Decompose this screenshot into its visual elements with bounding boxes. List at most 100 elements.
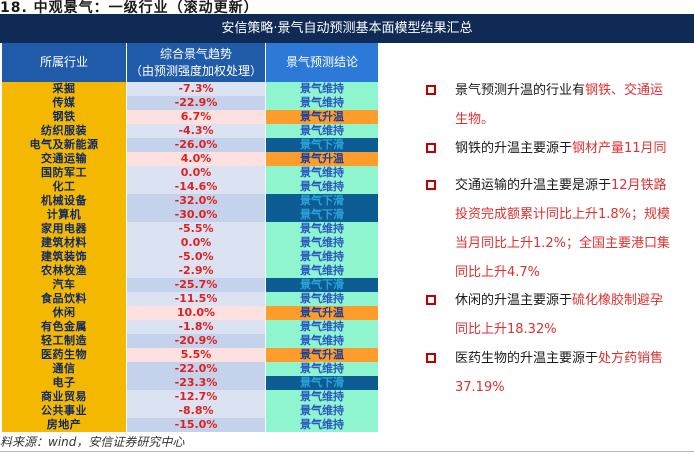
- header-industry-label: 所属行业: [39, 55, 88, 69]
- industry-cell: 计算机: [2, 208, 126, 222]
- conclusion-cell: 景气维持: [266, 180, 378, 194]
- highlight-text: 生物。: [455, 112, 495, 127]
- conclusion-cell: 景气升温: [266, 152, 378, 166]
- conclusion-cell: 景气维持: [266, 250, 378, 264]
- highlight-text: 处方药销售: [598, 351, 664, 366]
- page-title: 18. 中观景气：一级行业（滚动更新）: [0, 0, 259, 16]
- table-row: 采掘 -7.3% 景气维持: [2, 82, 378, 96]
- industry-cell: 轻工制造: [2, 334, 126, 348]
- conclusion-cell: 景气维持: [266, 334, 378, 348]
- trend-cell: -25.7%: [127, 278, 265, 292]
- highlight-text: 12月铁路: [611, 178, 667, 193]
- conclusion-cell: 景气下滑: [266, 376, 378, 390]
- conclusion-cell: 景气维持: [266, 362, 378, 376]
- industry-cell: 通信: [2, 362, 126, 376]
- bullet-text: 景气预测升温的行业有: [455, 83, 586, 98]
- trend-cell: -12.7%: [127, 390, 265, 404]
- bullet-text: 钢铁的升温主要源于: [455, 141, 573, 156]
- table-row: 医药生物 5.5% 景气升温: [2, 348, 378, 362]
- table-row: 有色金属 -1.8% 景气维持: [2, 320, 378, 334]
- header-banner: 安信策略·景气自动预测基本面模型结果汇总: [0, 14, 694, 43]
- conclusion-cell: 景气维持: [266, 166, 378, 180]
- bullet-line: 交通运输的升温主要是源于12月铁路: [455, 171, 694, 200]
- conclusion-cell: 景气升温: [266, 306, 378, 320]
- bullet-line: 医药生物的升温主要源于处方药销售: [455, 344, 694, 373]
- table-row: 电子 -23.3% 景气下滑: [2, 376, 378, 390]
- conclusion-cell: 景气维持: [266, 264, 378, 278]
- conclusion-cell: 景气维持: [266, 320, 378, 334]
- trend-cell: -20.9%: [127, 334, 265, 348]
- bullet-square-icon: [426, 143, 436, 153]
- table-row: 钢铁 6.7% 景气升温: [2, 110, 378, 124]
- conclusion-cell: 景气维持: [266, 124, 378, 138]
- industry-cell: 化工: [2, 180, 126, 194]
- highlight-text: 同比上升18.32%: [455, 322, 557, 337]
- trend-cell: 0.0%: [127, 166, 265, 180]
- conclusion-cell: 景气维持: [266, 96, 378, 110]
- trend-cell: -14.6%: [127, 180, 265, 194]
- bullet-square-icon: [426, 180, 436, 190]
- table-row: 电气及新能源 -26.0% 景气下滑: [2, 138, 378, 152]
- industry-cell: 采掘: [2, 82, 126, 96]
- table-row: 休闲 10.0% 景气升温: [2, 306, 378, 320]
- table-row: 计算机 -30.0% 景气下滑: [2, 208, 378, 222]
- highlight-text: 37.19%: [455, 380, 505, 395]
- industry-cell: 有色金属: [2, 320, 126, 334]
- bullet-line: 休闲的升温主要源于硫化橡胶制避孕: [455, 286, 694, 315]
- conclusion-cell: 景气维持: [266, 236, 378, 250]
- bullet-text: 医药生物的升温主要源于: [455, 351, 599, 366]
- bullet-text: 休闲的升温主要源于: [455, 293, 573, 308]
- highlight-text: 投资完成额累计同比上升1.8%；规模: [455, 207, 671, 222]
- highlight-text: 当月同比上升1.2%；全国主要港口集: [455, 236, 671, 251]
- industry-cell: 传媒: [2, 96, 126, 110]
- trend-cell: -8.8%: [127, 404, 265, 418]
- trend-cell: -5.5%: [127, 222, 265, 236]
- table-row: 纺织服装 -4.3% 景气维持: [2, 124, 378, 138]
- conclusion-cell: 景气下滑: [266, 138, 378, 152]
- banner-title: 安信策略·景气自动预测基本面模型结果汇总: [221, 21, 473, 36]
- trend-cell: -4.3%: [127, 124, 265, 138]
- industry-cell: 农林牧渔: [2, 264, 126, 278]
- industry-cell: 电气及新能源: [2, 138, 126, 152]
- conclusion-cell: 景气维持: [266, 222, 378, 236]
- trend-cell: -1.8%: [127, 320, 265, 334]
- trend-cell: -11.5%: [127, 292, 265, 306]
- table-row: 食品饮料 -11.5% 景气维持: [2, 292, 378, 306]
- industry-cell: 食品饮料: [2, 292, 126, 306]
- table-row: 公共事业 -8.8% 景气维持: [2, 404, 378, 418]
- bullet-line: 生物。: [455, 105, 694, 134]
- table-row: 国防军工 0.0% 景气维持: [2, 166, 378, 180]
- industry-cell: 建筑装饰: [2, 250, 126, 264]
- bullet-text: 交通运输的升温主要是源于: [455, 178, 612, 193]
- table-row: 房地产 -15.0% 景气维持: [2, 418, 378, 432]
- trend-cell: -15.0%: [127, 418, 265, 432]
- table-row: 农林牧渔 -2.9% 景气维持: [2, 264, 378, 278]
- header-conclusion-label: 景气预测结论: [285, 55, 358, 69]
- trend-cell: -5.0%: [127, 250, 265, 264]
- source-footnote: 料来源：wind，安信证券研究中心: [0, 435, 185, 449]
- bullet-square-icon: [426, 295, 436, 305]
- conclusion-cell: 景气升温: [266, 110, 378, 124]
- industry-cell: 机械设备: [2, 194, 126, 208]
- industry-cell: 纺织服装: [2, 124, 126, 138]
- table-row: 通信 -22.0% 景气维持: [2, 362, 378, 376]
- highlight-text: 同比上升4.7%: [455, 265, 541, 280]
- table-row: 交通运输 4.0% 景气升温: [2, 152, 378, 166]
- table-row: 建筑装饰 -5.0% 景气维持: [2, 250, 378, 264]
- conclusion-cell: 景气下滑: [266, 194, 378, 208]
- industry-table: 所属行业 综合景气趋势 （由预测强度加权处理） 景气预测结论 采掘 -7.3% 景气…: [2, 43, 378, 434]
- table-row: 轻工制造 -20.9% 景气维持: [2, 334, 378, 348]
- conclusion-cell: 景气升温: [266, 348, 378, 362]
- conclusion-cell: 景气维持: [266, 292, 378, 306]
- bottom-divider: [0, 451, 694, 452]
- trend-cell: 5.5%: [127, 348, 265, 362]
- trend-cell: 4.0%: [127, 152, 265, 166]
- table-row: 家用电器 -5.5% 景气维持: [2, 222, 378, 236]
- header-trend: 综合景气趋势 （由预测强度加权处理）: [127, 43, 265, 82]
- trend-cell: -32.0%: [127, 194, 265, 208]
- trend-cell: -23.3%: [127, 376, 265, 390]
- conclusion-cell: 景气维持: [266, 404, 378, 418]
- industry-cell: 家用电器: [2, 222, 126, 236]
- conclusion-cell: 景气维持: [266, 418, 378, 432]
- highlight-text: 钢材产量11月同: [572, 141, 667, 156]
